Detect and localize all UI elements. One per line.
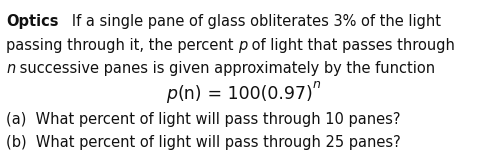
Text: successive panes is given approximately by the function: successive panes is given approximately … [15, 61, 435, 76]
Text: n: n [313, 78, 320, 91]
Text: (a)  What percent of light will pass through 10 panes?: (a) What percent of light will pass thro… [6, 112, 400, 127]
Text: If a single pane of glass obliterates 3% of the light: If a single pane of glass obliterates 3%… [58, 14, 442, 29]
Text: p: p [238, 38, 247, 53]
Text: passing through it, the percent: passing through it, the percent [6, 38, 238, 53]
Text: p: p [167, 85, 177, 103]
Text: (n): (n) [177, 85, 202, 103]
Text: of light that passes through: of light that passes through [247, 38, 455, 53]
Text: (b)  What percent of light will pass through 25 panes?: (b) What percent of light will pass thro… [6, 135, 401, 150]
Text: n: n [6, 61, 15, 76]
Text: = 100(0.97): = 100(0.97) [202, 85, 313, 103]
Text: Optics: Optics [6, 14, 58, 29]
